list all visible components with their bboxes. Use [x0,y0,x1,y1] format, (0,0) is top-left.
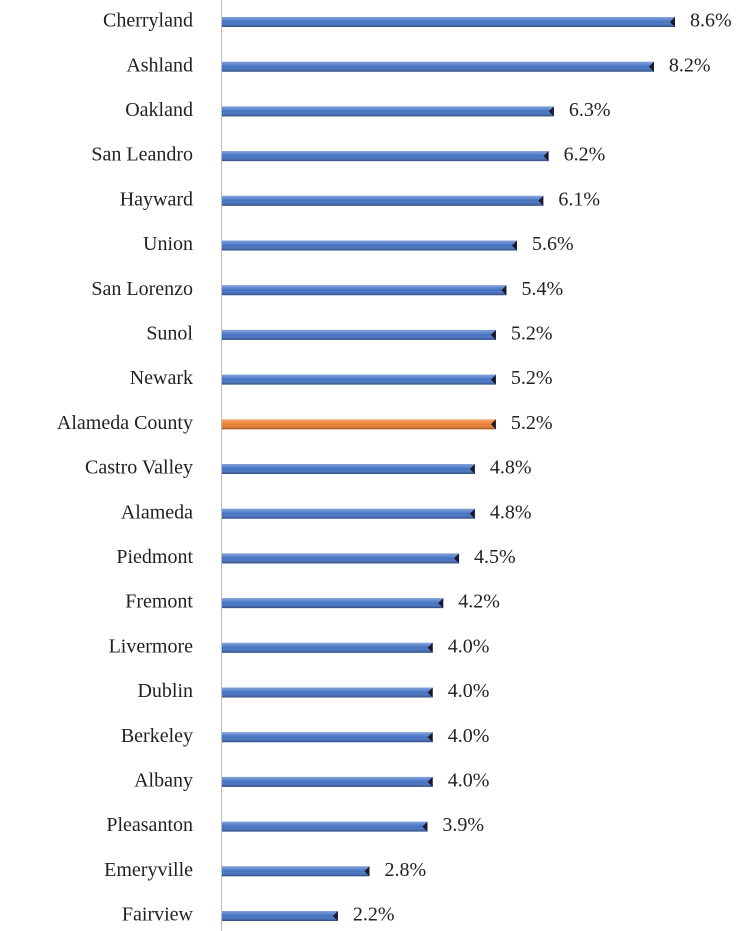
bar-shade [222,911,338,921]
bar-shade [222,821,428,832]
bar-shade [222,687,433,698]
bar-cap [332,911,338,921]
value-label: 2.2% [353,904,395,926]
category-label: Sunol [146,322,193,344]
value-label: 5.6% [532,233,574,255]
bar-shade [222,61,654,72]
bar-shade [222,776,433,787]
bar-shade [222,106,554,117]
category-label: Oakland [125,99,193,121]
bar-cap [648,61,654,72]
bar-cap [469,464,475,474]
category-label: Castro Valley [85,457,193,479]
category-label: San Leandro [91,144,193,166]
category-label: San Lorenzo [91,278,193,300]
category-label: Pleasanton [106,814,193,836]
bar-cap [538,195,544,206]
bar-shade [222,642,433,653]
value-label: 4.8% [490,501,532,523]
bar-cap [548,106,554,117]
bar-cap [490,374,496,385]
bar-cap [438,598,444,609]
value-label: 6.1% [558,188,600,210]
bar-cap [427,687,433,698]
value-label: 6.3% [569,99,611,121]
category-label: Berkeley [121,725,193,747]
bar-cap [543,151,549,162]
bar-cap [364,866,370,877]
value-label: 5.2% [511,412,553,434]
bar-cap [490,329,496,340]
bar-shade [222,419,496,430]
category-label: Alameda County [57,412,193,434]
category-label: Newark [130,367,193,389]
category-label: Union [143,233,193,255]
value-label: 5.4% [521,278,563,300]
bar-shade [222,866,370,877]
category-label: Ashland [126,54,193,76]
value-label: 4.8% [490,457,532,479]
bar-shade [222,553,460,564]
bar-shade [222,17,675,27]
bar-shade [222,508,475,519]
value-label: 4.0% [448,725,490,747]
bar-shade [222,598,444,609]
value-label: 8.6% [690,10,732,32]
bar-cap [427,732,433,743]
bar-cap [427,642,433,653]
bar-cap [454,553,460,564]
bar-shade [222,151,549,162]
category-label: Fairview [122,904,194,926]
value-label: 4.0% [448,680,490,702]
bar-shade [222,329,496,340]
category-label: Alameda [121,501,193,523]
bar-shade [222,374,496,385]
bar-shade [222,285,507,296]
value-label: 4.0% [448,635,490,657]
category-label: Albany [134,769,193,791]
category-label: Livermore [109,635,194,657]
value-label: 5.2% [511,367,553,389]
bar-cap [469,508,475,519]
bar-cap [427,776,433,787]
bar-shade [222,732,433,743]
value-label: 3.9% [442,814,484,836]
value-label: 4.5% [474,546,516,568]
bar-cap [422,821,428,832]
value-label: 2.8% [384,859,426,881]
category-label: Hayward [120,188,193,210]
bar-cap [670,17,675,27]
bar-cap [490,419,496,430]
value-label: 5.2% [511,322,553,344]
bar-cap [511,240,517,251]
bar-cap [501,285,507,296]
category-label: Dublin [137,680,193,702]
value-label: 8.2% [669,54,711,76]
category-label: Emeryville [104,859,193,881]
value-label: 4.0% [448,769,490,791]
value-label: 4.2% [458,591,500,613]
category-label: Fremont [125,591,193,613]
value-label: 6.2% [564,144,606,166]
bar-shade [222,240,517,251]
bar-shade [222,195,544,206]
bar-shade [222,464,475,474]
category-label: Cherryland [103,10,193,32]
category-label: Piedmont [116,546,193,568]
